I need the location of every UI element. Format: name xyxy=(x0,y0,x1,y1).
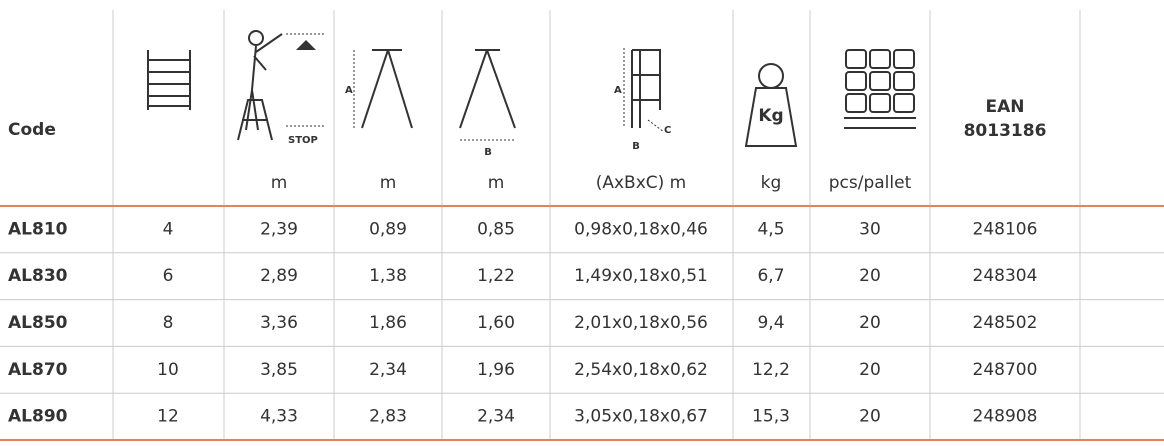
header-unit: m xyxy=(380,173,397,193)
cell: 3,05x0,18x0,67 xyxy=(574,407,708,427)
a-frame-icon: A B xyxy=(345,49,516,158)
cell: 2,01x0,18x0,56 xyxy=(574,313,708,333)
cell: 2,83 xyxy=(369,407,407,427)
cell: 4,5 xyxy=(757,219,784,239)
header-code: Code xyxy=(8,120,56,140)
cell: 2,34 xyxy=(477,407,515,427)
header-unit: m xyxy=(488,173,505,193)
cell: 30 xyxy=(859,219,881,239)
cell: 1,49x0,18x0,51 xyxy=(574,266,708,286)
cell: 248304 xyxy=(973,266,1038,286)
cell: 3,85 xyxy=(260,360,298,380)
icon-label: STOP xyxy=(288,135,318,146)
header-unit: (AxBxC) m xyxy=(596,173,687,193)
cell: 2,54x0,18x0,62 xyxy=(574,360,708,380)
cell: 248502 xyxy=(973,313,1038,333)
cell: 20 xyxy=(859,407,881,427)
header-unit: pcs/pallet xyxy=(829,173,912,193)
cell: 2,39 xyxy=(260,219,298,239)
step-ladder-icon: A B C xyxy=(614,48,671,152)
header-unit: m xyxy=(271,173,288,193)
cell: 4 xyxy=(163,219,174,239)
cell: 2,34 xyxy=(369,360,407,380)
icon-label: A xyxy=(614,85,622,96)
cell: 9,4 xyxy=(757,313,784,333)
cell: 2,89 xyxy=(260,266,298,286)
ladder-icon xyxy=(147,50,191,110)
cell: 1,60 xyxy=(477,313,515,333)
cell: 20 xyxy=(859,360,881,380)
cell: 248700 xyxy=(973,360,1038,380)
row-code: AL890 xyxy=(8,407,68,427)
icon-label: B xyxy=(484,147,492,158)
cell: 20 xyxy=(859,266,881,286)
cell: 248106 xyxy=(973,219,1038,239)
cell: 248908 xyxy=(973,407,1038,427)
header-ean: EAN xyxy=(986,97,1025,117)
icons: STOP A B A B C Kg xyxy=(147,30,916,158)
cell: 1,96 xyxy=(477,360,515,380)
icon-label: A xyxy=(345,85,353,96)
row-code: AL870 xyxy=(8,360,68,380)
cell: 12,2 xyxy=(752,360,790,380)
cell: 1,22 xyxy=(477,266,515,286)
header-unit: kg xyxy=(761,173,782,193)
cell: 0,98x0,18x0,46 xyxy=(574,219,708,239)
row-code: AL850 xyxy=(8,313,68,333)
weight-icon: Kg xyxy=(744,63,798,147)
cell: 0,89 xyxy=(369,219,407,239)
cell: 4,33 xyxy=(260,407,298,427)
cell: 6,7 xyxy=(757,266,784,286)
cell: 3,36 xyxy=(260,313,298,333)
icon-label: B xyxy=(632,141,640,152)
reach-icon: STOP xyxy=(237,30,325,146)
cell: 20 xyxy=(859,313,881,333)
row-code: AL830 xyxy=(8,266,68,286)
cell: 10 xyxy=(157,360,179,380)
cell: 12 xyxy=(157,407,179,427)
row-code: AL810 xyxy=(8,219,68,239)
cell: 6 xyxy=(163,266,174,286)
icon-label: C xyxy=(664,125,671,136)
cell: 0,85 xyxy=(477,219,515,239)
pallet-icon xyxy=(844,49,916,129)
icon-label: Kg xyxy=(758,106,783,126)
header-ean: 8013186 xyxy=(964,121,1047,141)
cell: 1,38 xyxy=(369,266,407,286)
cell: 1,86 xyxy=(369,313,407,333)
cell: 15,3 xyxy=(752,407,790,427)
cell: 8 xyxy=(163,313,174,333)
